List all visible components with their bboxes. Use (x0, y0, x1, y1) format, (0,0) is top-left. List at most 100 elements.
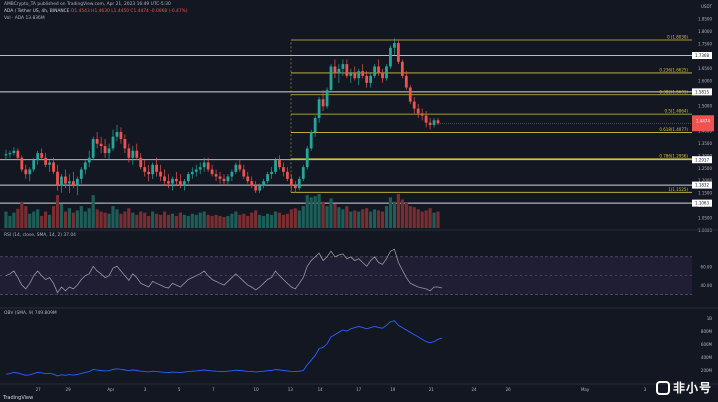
fib-level-label: 0 (1.8030) (667, 35, 688, 40)
volume-bar (123, 211, 127, 228)
candle-body (361, 71, 365, 76)
candle-body (71, 181, 75, 186)
candle-body (222, 178, 226, 182)
price-tick-label: 1.2500 (698, 166, 712, 171)
candle-body (24, 169, 28, 175)
volume-bar (436, 211, 440, 228)
volume-bar (258, 214, 262, 228)
candle-body (357, 71, 361, 79)
volume-bar (210, 215, 214, 228)
candle-body (385, 66, 388, 79)
volume-bar (71, 212, 75, 228)
obv-pane[interactable]: 1B 800M 600M 400M 200M (5, 316, 713, 377)
volume-bar (51, 206, 56, 228)
time-tick-label: 10 (254, 387, 260, 392)
candle-body (119, 132, 123, 140)
rsi-line (5, 248, 443, 294)
time-tick-label: May (581, 387, 590, 392)
volume-bar (166, 214, 171, 228)
time-tick-label: 27 (36, 387, 42, 392)
volume-bar (428, 208, 432, 228)
volume-bar (341, 209, 345, 228)
candle-body (250, 181, 254, 186)
candle-body (234, 164, 238, 172)
volume-bar (12, 212, 16, 228)
volume-bar (119, 213, 123, 228)
volume-bar (317, 194, 321, 228)
volume-bar (230, 213, 234, 228)
level-price-label: 1.5815 (695, 89, 709, 94)
volume-bar (16, 208, 20, 228)
price-tick-label: 1.0500 (698, 216, 712, 221)
volume-bar (103, 212, 107, 228)
candle-body (159, 171, 162, 177)
level-price-box (692, 156, 712, 164)
volume-bar (59, 203, 64, 228)
candle-body (56, 171, 59, 186)
time-axis[interactable]: 27 29 Apr 3 5 7 10 13 14 17 19 21 24 26 May 3 (0, 383, 718, 392)
candle-body (321, 99, 325, 107)
time-tick-label: 5 (178, 387, 181, 392)
time-tick-label: 26 (506, 387, 512, 392)
volume-bar (234, 211, 238, 228)
candle-body (210, 169, 214, 175)
symbol-line: ADA / Tether US, 4h, BINANCE O1.4543 H1.… (4, 9, 188, 14)
fib-level-label: 0.236(1.6625) (659, 67, 688, 72)
volume-bar (79, 206, 83, 228)
candle-body (309, 132, 313, 149)
volume-bar (246, 215, 250, 228)
volume-bar (293, 208, 297, 228)
level-price-box (692, 88, 712, 96)
candle-body (91, 139, 95, 158)
volume-bar (281, 214, 286, 228)
candle-body (270, 171, 273, 175)
time-tick-label: 29 (66, 387, 72, 392)
price-tick-label: 1.6500 (698, 66, 712, 71)
volume-bar (273, 211, 278, 228)
candle-body (111, 136, 115, 149)
volume-bar (222, 217, 226, 228)
price-pane[interactable]: USDT1.85001.80001.75001.70001.65001.6000… (0, 4, 718, 309)
volume-bar (369, 211, 373, 228)
candle-body (206, 162, 210, 170)
candle-body (151, 164, 155, 175)
volume-bar (285, 213, 289, 228)
time-tick-label: Apr (107, 387, 114, 392)
candle-body (48, 162, 51, 165)
volume-bar (198, 212, 202, 228)
candle-body (274, 160, 277, 172)
tradingview-logo[interactable]: TradingView (3, 395, 33, 401)
level-price-box (692, 52, 712, 60)
candle-body (28, 169, 32, 175)
volume-bar (115, 209, 119, 228)
volume-bar (333, 203, 337, 228)
volume-bar (28, 213, 32, 228)
candle-body (404, 75, 408, 88)
candle-body (238, 164, 242, 170)
obv-tick-label: 400M (701, 355, 713, 360)
candle-body (139, 157, 143, 168)
volume-bar (218, 215, 222, 228)
time-tick-label: 14 (318, 387, 324, 392)
volume-bar (262, 215, 266, 228)
volume-bar (412, 207, 416, 228)
candle-body (115, 132, 119, 137)
volume-bar (321, 201, 325, 228)
level-price-label: 1.2917 (695, 157, 709, 162)
candle-body (214, 174, 218, 177)
volume-bar (250, 212, 254, 228)
volume-bar (75, 210, 79, 228)
obv-tick-label: 200M (701, 368, 713, 373)
candle-body (44, 157, 48, 165)
candle-body (333, 66, 337, 74)
volume-bar (139, 211, 143, 228)
volume-bar (396, 194, 400, 228)
candle-body (87, 157, 91, 163)
rsi-pane[interactable]: 60.00 40.00 (0, 248, 712, 295)
candle-body (393, 43, 396, 48)
candle-body (301, 167, 305, 179)
candle-body (36, 153, 40, 161)
volume-bar (384, 206, 389, 228)
